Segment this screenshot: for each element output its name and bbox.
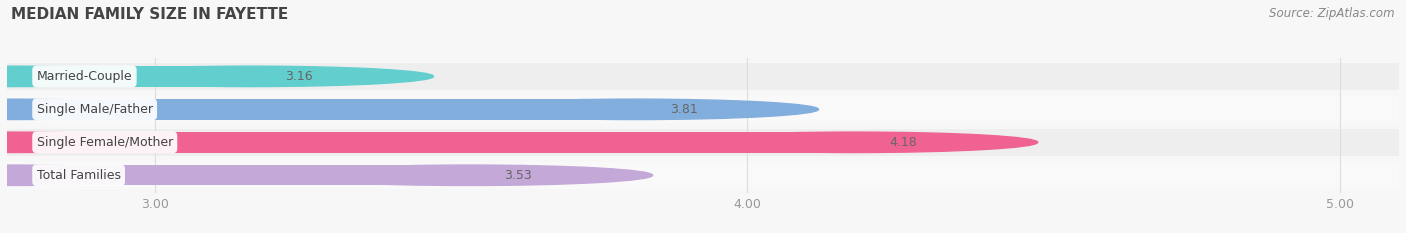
Text: Single Female/Mother: Single Female/Mother: [37, 136, 173, 149]
Circle shape: [0, 99, 191, 120]
Text: Source: ZipAtlas.com: Source: ZipAtlas.com: [1270, 7, 1395, 20]
Text: 3.53: 3.53: [505, 169, 533, 182]
Bar: [7, 162, 1399, 189]
Text: Married-Couple: Married-Couple: [37, 70, 132, 83]
Circle shape: [0, 132, 191, 153]
Bar: [7, 165, 470, 185]
Text: 4.18: 4.18: [890, 136, 917, 149]
Circle shape: [66, 66, 433, 87]
Text: Single Male/Father: Single Male/Father: [37, 103, 153, 116]
Text: 3.81: 3.81: [671, 103, 699, 116]
Circle shape: [671, 132, 1038, 153]
Circle shape: [451, 99, 818, 120]
Bar: [7, 132, 853, 153]
Bar: [7, 96, 1399, 123]
Bar: [7, 99, 636, 120]
Circle shape: [0, 165, 191, 185]
Circle shape: [0, 66, 191, 87]
Text: Total Families: Total Families: [37, 169, 121, 182]
Text: MEDIAN FAMILY SIZE IN FAYETTE: MEDIAN FAMILY SIZE IN FAYETTE: [11, 7, 288, 22]
Bar: [7, 63, 1399, 90]
Text: 3.16: 3.16: [285, 70, 314, 83]
Circle shape: [285, 165, 652, 185]
Bar: [7, 66, 250, 87]
Bar: [7, 129, 1399, 156]
